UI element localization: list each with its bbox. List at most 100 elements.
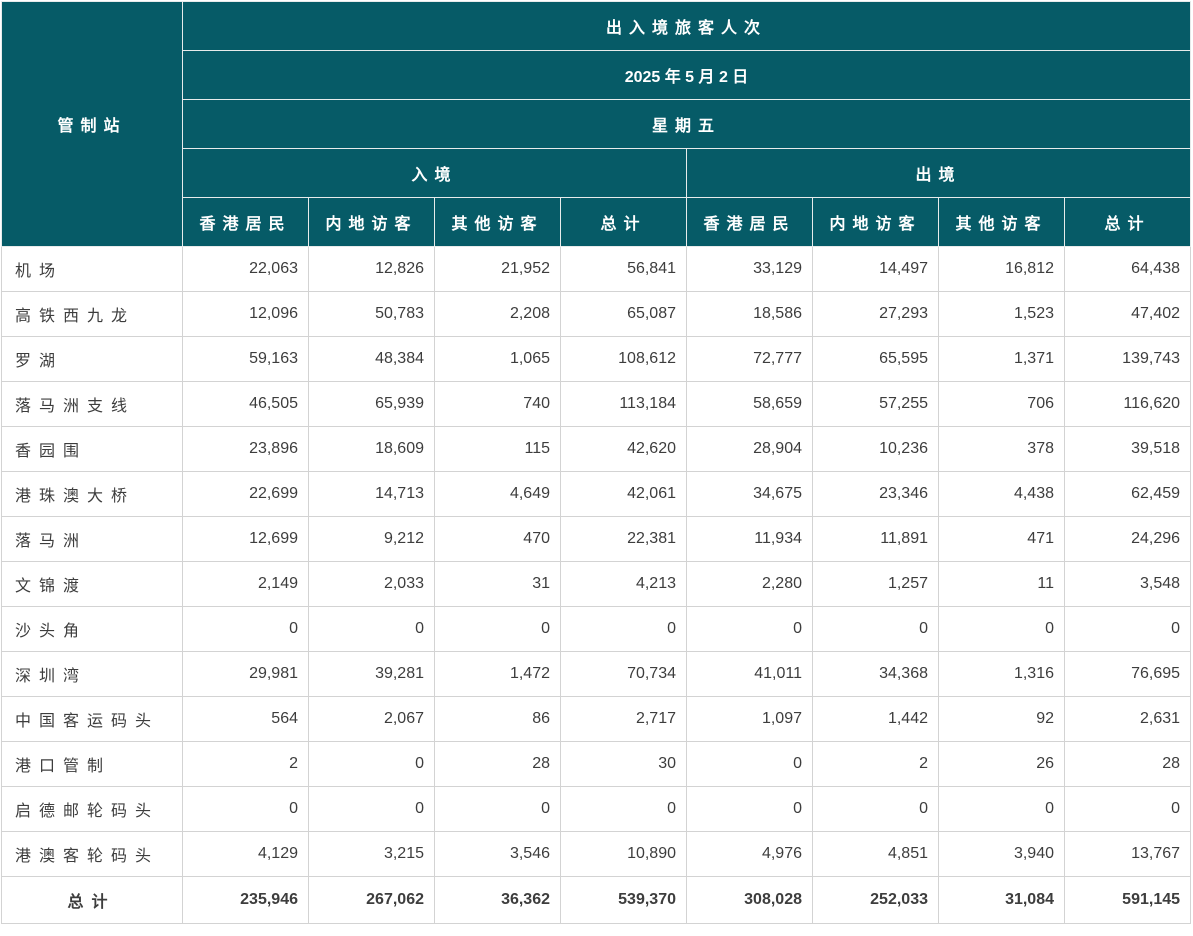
value-cell: 31,084 bbox=[938, 876, 1065, 924]
departure-other-visitors-header: 其他访客 bbox=[938, 197, 1065, 247]
station-label: 启德邮轮码头 bbox=[1, 786, 183, 832]
value-cell: 21,952 bbox=[434, 246, 561, 292]
table-header: 管制站 出入境旅客人次 2025 年 5 月 2 日 星期五 入境 出境 香港居… bbox=[1, 1, 1192, 247]
value-cell: 16,812 bbox=[938, 246, 1065, 292]
table-row: 落马洲支线 46,505 65,939 740 113,184 58,659 57,255 7… bbox=[1, 381, 1192, 427]
value-cell: 0 bbox=[938, 606, 1065, 652]
table-row: 港珠澳大桥 22,699 14,713 4,649 42,061 34,675 23,346… bbox=[1, 471, 1192, 517]
value-cell: 0 bbox=[560, 786, 687, 832]
value-cell: 23,346 bbox=[812, 471, 939, 517]
value-cell: 12,826 bbox=[308, 246, 435, 292]
value-cell: 42,620 bbox=[560, 426, 687, 472]
value-cell: 1,442 bbox=[812, 696, 939, 742]
value-cell: 252,033 bbox=[812, 876, 939, 924]
value-cell: 0 bbox=[812, 786, 939, 832]
value-cell: 1,371 bbox=[938, 336, 1065, 382]
value-cell: 3,940 bbox=[938, 831, 1065, 877]
table-row: 港澳客轮码头 4,129 3,215 3,546 10,890 4,976 4,851 3,9… bbox=[1, 831, 1192, 877]
value-cell: 14,713 bbox=[308, 471, 435, 517]
value-cell: 47,402 bbox=[1063, 291, 1192, 337]
value-cell: 26 bbox=[938, 741, 1065, 787]
value-cell: 72,777 bbox=[686, 336, 813, 382]
value-cell: 14,497 bbox=[812, 246, 939, 292]
value-cell: 2,717 bbox=[560, 696, 687, 742]
value-cell: 2,631 bbox=[1063, 696, 1192, 742]
value-cell: 58,659 bbox=[686, 381, 813, 427]
value-cell: 36,362 bbox=[434, 876, 561, 924]
station-label: 落马洲支线 bbox=[1, 381, 183, 427]
table-row: 启德邮轮码头 0 0 0 0 0 0 0 0 bbox=[1, 786, 1192, 832]
departure-hk-residents-header: 香港居民 bbox=[686, 197, 813, 247]
value-cell: 0 bbox=[938, 786, 1065, 832]
title-row: 管制站 出入境旅客人次 bbox=[1, 1, 1192, 247]
value-cell: 591,145 bbox=[1063, 876, 1192, 924]
value-cell: 116,620 bbox=[1063, 381, 1192, 427]
value-cell: 9,212 bbox=[308, 516, 435, 562]
value-cell: 22,699 bbox=[182, 471, 309, 517]
date-row: 2025 年 5 月 2 日 bbox=[2, 50, 1192, 100]
value-cell: 2,208 bbox=[434, 291, 561, 337]
value-cell: 308,028 bbox=[686, 876, 813, 924]
value-cell: 4,649 bbox=[434, 471, 561, 517]
arrival-total-header: 总计 bbox=[560, 197, 687, 247]
arrival-section-header: 入境 bbox=[182, 148, 687, 198]
table-title: 出入境旅客人次 bbox=[181, 1, 1192, 51]
date-header: 2025 年 5 月 2 日 bbox=[181, 50, 1192, 100]
value-cell: 31 bbox=[434, 561, 561, 607]
value-cell: 62,459 bbox=[1063, 471, 1192, 517]
value-cell: 706 bbox=[938, 381, 1065, 427]
value-cell: 41,011 bbox=[686, 651, 813, 697]
value-cell: 28 bbox=[434, 741, 561, 787]
value-cell: 48,384 bbox=[308, 336, 435, 382]
departure-section-header: 出境 bbox=[685, 148, 1192, 198]
value-cell: 0 bbox=[308, 741, 435, 787]
value-cell: 564 bbox=[182, 696, 309, 742]
value-cell: 57,255 bbox=[812, 381, 939, 427]
value-cell: 34,675 bbox=[686, 471, 813, 517]
value-cell: 10,236 bbox=[812, 426, 939, 472]
station-label: 高铁西九龙 bbox=[1, 291, 183, 337]
value-cell: 64,438 bbox=[1063, 246, 1192, 292]
value-cell: 0 bbox=[182, 606, 309, 652]
value-cell: 18,609 bbox=[308, 426, 435, 472]
value-cell: 34,368 bbox=[812, 651, 939, 697]
value-cell: 1,257 bbox=[812, 561, 939, 607]
table-row: 中国客运码头 564 2,067 86 2,717 1,097 1,442 92 2,631 bbox=[1, 696, 1192, 742]
table-row: 港口管制 2 0 28 30 0 2 26 28 bbox=[1, 741, 1192, 787]
value-cell: 22,063 bbox=[182, 246, 309, 292]
value-cell: 108,612 bbox=[560, 336, 687, 382]
arrival-mainland-visitors-header: 内地访客 bbox=[308, 197, 435, 247]
value-cell: 539,370 bbox=[560, 876, 687, 924]
table-row: 高铁西九龙 12,096 50,783 2,208 65,087 18,586 27,293… bbox=[1, 291, 1192, 337]
value-cell: 39,518 bbox=[1063, 426, 1192, 472]
value-cell: 113,184 bbox=[560, 381, 687, 427]
table-row: 文锦渡 2,149 2,033 31 4,213 2,280 1,257 11 3,548 bbox=[1, 561, 1192, 607]
table-row: 落马洲 12,699 9,212 470 22,381 11,934 11,891 471 24… bbox=[1, 516, 1192, 562]
value-cell: 0 bbox=[812, 606, 939, 652]
value-cell: 3,546 bbox=[434, 831, 561, 877]
direction-row: 入境 出境 bbox=[2, 148, 1192, 198]
value-cell: 30 bbox=[560, 741, 687, 787]
value-cell: 13,767 bbox=[1063, 831, 1192, 877]
value-cell: 0 bbox=[1063, 606, 1192, 652]
departure-mainland-visitors-header: 内地访客 bbox=[812, 197, 939, 247]
value-cell: 378 bbox=[938, 426, 1065, 472]
station-label: 机场 bbox=[1, 246, 183, 292]
station-label: 文锦渡 bbox=[1, 561, 183, 607]
value-cell: 46,505 bbox=[182, 381, 309, 427]
value-cell: 2,149 bbox=[182, 561, 309, 607]
value-cell: 0 bbox=[686, 786, 813, 832]
value-cell: 27,293 bbox=[812, 291, 939, 337]
station-label: 中国客运码头 bbox=[1, 696, 183, 742]
value-cell: 3,548 bbox=[1063, 561, 1192, 607]
value-cell: 65,595 bbox=[812, 336, 939, 382]
value-cell: 24,296 bbox=[1063, 516, 1192, 562]
station-column-header: 管制站 bbox=[1, 1, 183, 247]
station-label: 港珠澳大桥 bbox=[1, 471, 183, 517]
value-cell: 1,065 bbox=[434, 336, 561, 382]
value-cell: 0 bbox=[308, 786, 435, 832]
value-cell: 2 bbox=[812, 741, 939, 787]
value-cell: 86 bbox=[434, 696, 561, 742]
value-cell: 4,976 bbox=[686, 831, 813, 877]
